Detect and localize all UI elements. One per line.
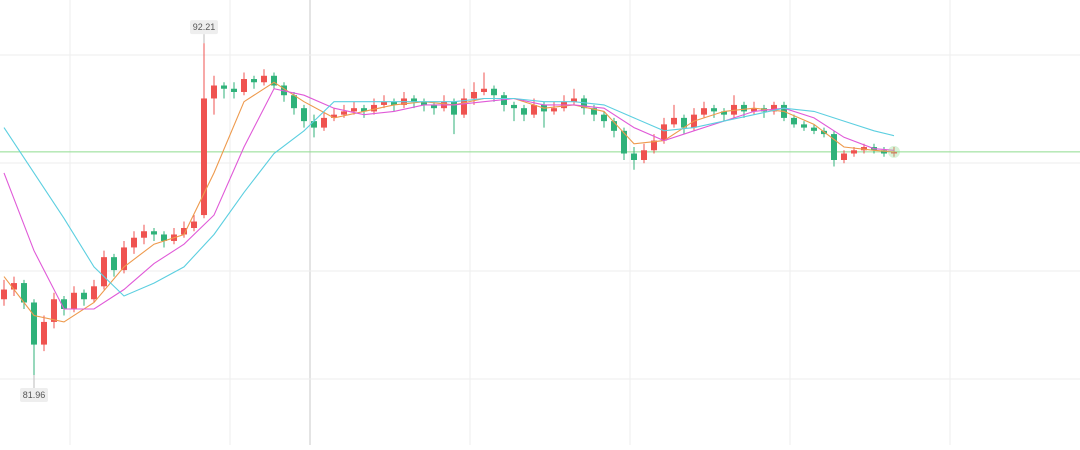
candle-body xyxy=(451,101,457,115)
candle-body xyxy=(301,108,307,122)
candle-body xyxy=(311,121,317,128)
candle-body xyxy=(341,111,347,115)
candle-body xyxy=(661,124,667,141)
candle-body xyxy=(571,98,577,102)
candle-body xyxy=(371,104,377,112)
candle-body xyxy=(161,234,167,241)
candle-body xyxy=(181,228,187,235)
candle-body xyxy=(511,104,517,109)
candle-body xyxy=(321,117,327,128)
candle-body xyxy=(191,221,197,229)
candle-body xyxy=(101,257,107,287)
candle-body xyxy=(251,79,257,83)
candle-body xyxy=(131,237,137,248)
candle-body xyxy=(841,153,847,160)
candle-body xyxy=(61,299,67,309)
candle-body xyxy=(591,108,597,115)
candle-body xyxy=(701,108,707,115)
marker-label: 81.96 xyxy=(23,390,46,400)
candle-body xyxy=(471,91,477,99)
ma-line xyxy=(3,81,895,323)
candle-body xyxy=(291,95,297,109)
candle-body xyxy=(551,108,557,112)
candle-body xyxy=(801,124,807,128)
candle-body xyxy=(891,151,897,154)
candle-body xyxy=(711,108,717,112)
candle-body xyxy=(741,104,747,112)
marker-box xyxy=(190,20,218,35)
candle-body xyxy=(381,101,387,105)
candle-body xyxy=(211,85,217,99)
candle-body xyxy=(431,104,437,109)
candle-body xyxy=(231,88,237,92)
candle-body xyxy=(481,88,487,92)
candle-body xyxy=(671,117,677,125)
candle-body xyxy=(421,101,427,105)
candle-body xyxy=(641,150,647,160)
candle-body xyxy=(1,289,7,300)
candle-body xyxy=(361,108,367,112)
ma-line xyxy=(3,97,895,297)
ma-line xyxy=(3,88,895,310)
candle-body xyxy=(51,299,57,322)
marker-label: 92.21 xyxy=(193,22,216,32)
candle-body xyxy=(601,114,607,122)
candle-body xyxy=(391,101,397,105)
candle-body xyxy=(111,257,117,271)
candle-body xyxy=(621,130,627,154)
candle-body xyxy=(771,104,777,112)
candle-body xyxy=(721,111,727,115)
candle-body xyxy=(271,75,277,86)
candle-body xyxy=(201,98,207,216)
candle-body xyxy=(351,108,357,112)
candle-body xyxy=(11,283,17,290)
candle-body xyxy=(31,302,37,345)
candle-body xyxy=(41,321,47,345)
candle-body xyxy=(261,75,267,83)
candle-body xyxy=(751,108,757,112)
candle-body xyxy=(491,88,497,96)
candle-body xyxy=(21,283,27,303)
candle-body xyxy=(811,127,817,131)
candle-body xyxy=(71,292,77,309)
candle-body xyxy=(121,247,127,271)
candle-body xyxy=(91,286,97,300)
candle-body xyxy=(151,231,157,235)
candle-body xyxy=(651,140,657,151)
candle-body xyxy=(81,292,87,300)
last-point-glow xyxy=(888,145,900,158)
candle-body xyxy=(681,117,687,128)
candle-body xyxy=(531,104,537,115)
candle-body xyxy=(881,150,887,154)
candle-body xyxy=(411,98,417,102)
candle-body xyxy=(331,114,337,118)
candle-body xyxy=(611,121,617,131)
candle-body xyxy=(221,85,227,89)
candle-body xyxy=(141,231,147,238)
candle-body xyxy=(241,79,247,92)
candle-body xyxy=(851,150,857,154)
candle-body xyxy=(521,108,527,115)
candle-body xyxy=(791,117,797,125)
marker-box xyxy=(20,388,48,403)
candle-body xyxy=(461,98,467,115)
candle-body xyxy=(831,134,837,160)
candle-body xyxy=(631,153,637,160)
